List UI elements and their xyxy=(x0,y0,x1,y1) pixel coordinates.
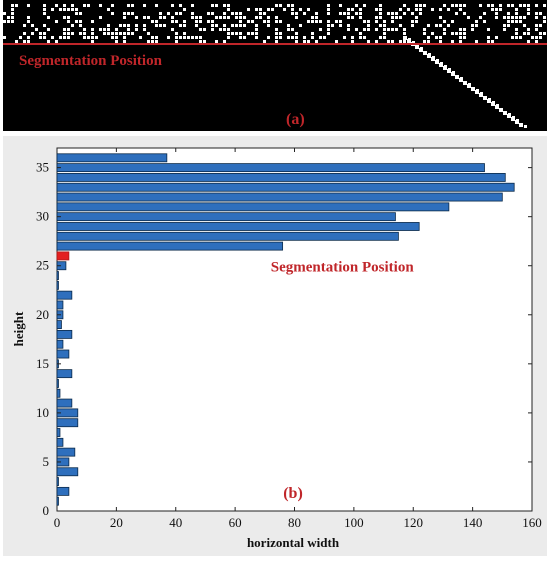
bar-height-18 xyxy=(56,329,73,339)
x-tick-label-80: 80 xyxy=(288,515,301,530)
bar-height-28 xyxy=(56,231,399,241)
bar-height-31 xyxy=(56,202,450,212)
y-tick-label-25: 25 xyxy=(36,258,49,273)
x-tick-label-20: 20 xyxy=(110,515,123,530)
bar-height-27 xyxy=(56,241,284,251)
y-tick-label-30: 30 xyxy=(36,209,49,224)
bar-height-12 xyxy=(56,388,61,398)
panel-a-label: (a) xyxy=(286,111,305,128)
x-tick-label-160: 160 xyxy=(522,515,542,530)
bar-height-13 xyxy=(56,379,59,388)
y-tick-label-20: 20 xyxy=(36,307,49,322)
x-tick-label-0: 0 xyxy=(54,515,61,530)
panel-a-svg: Segmentation Position (a) xyxy=(3,4,547,128)
x-tick-label-60: 60 xyxy=(229,515,242,530)
x-tick-label-40: 40 xyxy=(169,515,182,530)
y-axis-ticks: 0 5 10 15 20 25 30 35 xyxy=(36,160,532,518)
x-tick-label-140: 140 xyxy=(463,515,483,530)
x-tick-label-120: 120 xyxy=(404,515,424,530)
bar-height-17 xyxy=(56,339,64,349)
bar-height-11 xyxy=(56,398,73,408)
bar-height-16 xyxy=(56,349,70,359)
bar-height-1 xyxy=(56,496,59,506)
bar-height-33 xyxy=(56,182,515,192)
bar-height-8 xyxy=(56,428,61,437)
y-tick-label-5: 5 xyxy=(43,454,50,469)
bar-height-3 xyxy=(56,477,59,486)
bar-series xyxy=(56,153,515,506)
bar-height-4 xyxy=(56,467,79,477)
panel-b-chart: 0 20 40 60 80 100 120 140 160 0 5 10 15 20 25 30 35 hor… xyxy=(3,136,547,556)
x-axis-label: horizontal width xyxy=(247,535,340,550)
bar-chart-svg: 0 20 40 60 80 100 120 140 160 0 5 10 15 20 25 30 35 hor… xyxy=(11,147,542,550)
binary-pixel-texture xyxy=(3,4,546,128)
bar-height-26 xyxy=(56,251,70,261)
bar-height-30 xyxy=(56,212,396,222)
bar-height-14 xyxy=(56,369,73,379)
bar-height-34 xyxy=(56,173,506,182)
y-tick-label-15: 15 xyxy=(36,356,49,371)
y-tick-label-35: 35 xyxy=(36,160,49,175)
x-axis-ticks: 0 20 40 60 80 100 120 140 160 xyxy=(54,148,542,530)
panel-a-annotation: Segmentation Position xyxy=(19,53,163,69)
y-tick-label-0: 0 xyxy=(43,503,50,518)
bar-height-22 xyxy=(56,290,73,300)
x-tick-label-100: 100 xyxy=(344,515,364,530)
bar-height-29 xyxy=(56,222,420,231)
bar-height-7 xyxy=(56,437,64,447)
panel-b-label: (b) xyxy=(283,485,303,502)
bar-height-2 xyxy=(56,486,70,496)
bar-height-24 xyxy=(56,271,59,280)
y-tick-label-10: 10 xyxy=(36,405,49,420)
y-axis-label: height xyxy=(11,311,26,346)
bar-height-32 xyxy=(56,192,503,202)
bar-height-23 xyxy=(56,280,59,290)
segmentation-annotation: Segmentation Position xyxy=(271,260,415,276)
bar-height-6 xyxy=(56,447,76,457)
bar-height-36 xyxy=(56,153,168,163)
bar-height-9 xyxy=(56,418,79,428)
bar-height-19 xyxy=(56,320,62,330)
panel-a-image: Segmentation Position (a) xyxy=(3,0,547,131)
bar-height-35 xyxy=(56,163,485,173)
bar-height-21 xyxy=(56,300,64,310)
